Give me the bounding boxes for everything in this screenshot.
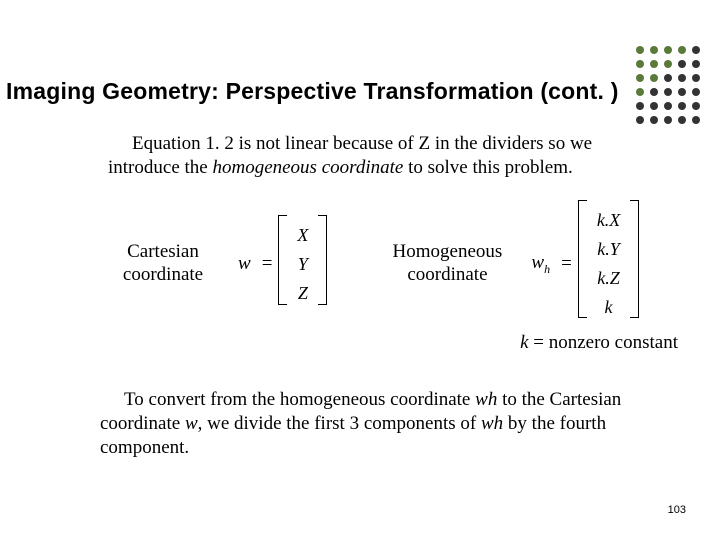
k-variable: k [520, 332, 528, 353]
page-number: 103 [668, 504, 686, 516]
homog-label-line1: Homogeneous [393, 241, 503, 262]
k-note-rest: = nonzero constant [529, 332, 678, 353]
dot [664, 116, 672, 124]
dot [678, 74, 686, 82]
equals-sign-2: = [555, 253, 578, 275]
conv-c: , we divide the first 3 components of [198, 413, 481, 434]
dot [692, 88, 700, 96]
conv-wh: wh [475, 389, 497, 410]
w-vector-entries: X Y Z [287, 215, 318, 314]
homogeneous-equation: wh = k.X k.Y k.Z k [523, 200, 639, 328]
conv-wh2: wh [481, 413, 503, 434]
dot [692, 60, 700, 68]
dot [636, 88, 644, 96]
dot [650, 74, 658, 82]
k-constant-note: k = nonzero constant [520, 332, 678, 354]
w-vector: X Y Z [278, 215, 327, 314]
bracket-left-2 [578, 200, 587, 318]
wh-entry-2: k.Z [597, 264, 620, 293]
w-variable: w [230, 253, 256, 275]
dot [678, 60, 686, 68]
dot [664, 88, 672, 96]
dot [678, 46, 686, 54]
dot [678, 116, 686, 124]
dot [636, 116, 644, 124]
conv-wh2-base: w [481, 413, 494, 434]
dot [650, 88, 658, 96]
conv-wh-sub: h [488, 389, 498, 410]
bracket-right-2 [630, 200, 639, 318]
conversion-paragraph: To convert from the homogeneous coordina… [100, 388, 660, 459]
dot [664, 74, 672, 82]
wh-vector: k.X k.Y k.Z k [578, 200, 639, 328]
bracket-right [318, 215, 327, 305]
dot [692, 116, 700, 124]
wh-variable: wh [523, 252, 555, 277]
homogeneous-label: Homogeneous coordinate [377, 241, 517, 287]
intro-paragraph: Equation 1. 2 is not linear because of Z… [108, 132, 648, 180]
coordinate-equations-row: Cartesian coordinate w = X Y Z Homogeneo… [108, 200, 708, 328]
dot [664, 60, 672, 68]
dot [678, 102, 686, 110]
conv-wh-base: w [475, 389, 488, 410]
dot [636, 74, 644, 82]
cartesian-label-line1: Cartesian [127, 241, 199, 262]
intro-post: to solve this problem. [403, 157, 572, 178]
dot [650, 46, 658, 54]
bracket-left [278, 215, 287, 305]
dot [636, 46, 644, 54]
dot [650, 102, 658, 110]
dot [664, 46, 672, 54]
homog-label-line2: coordinate [407, 264, 487, 285]
wh-vector-entries: k.X k.Y k.Z k [587, 200, 630, 328]
dot [664, 102, 672, 110]
conv-wh2-sub: h [494, 413, 504, 434]
conv-w: w [185, 413, 198, 434]
wh-entry-0: k.X [597, 206, 620, 235]
wh-entry-3: k [597, 293, 620, 322]
equals-sign: = [256, 253, 279, 275]
w-entry-0: X [297, 221, 308, 250]
dot [636, 60, 644, 68]
cartesian-label: Cartesian coordinate [108, 241, 218, 287]
dot [692, 102, 700, 110]
wh-entry-1: k.Y [597, 235, 620, 264]
dot [692, 46, 700, 54]
cartesian-equation: w = X Y Z [230, 215, 327, 314]
dot [650, 116, 658, 124]
dot [636, 102, 644, 110]
dot [650, 60, 658, 68]
dot [678, 88, 686, 96]
decorative-dot-grid [636, 46, 702, 126]
w-entry-1: Y [297, 250, 308, 279]
conv-a: To convert from the homogeneous coordina… [124, 389, 475, 410]
w-entry-2: Z [297, 279, 308, 308]
slide-title: Imaging Geometry: Perspective Transforma… [6, 78, 619, 105]
wh-subscript: h [544, 261, 550, 275]
dot [692, 74, 700, 82]
intro-term: homogeneous coordinate [212, 157, 403, 178]
wh-base: w [531, 252, 544, 273]
cartesian-label-line2: coordinate [123, 264, 203, 285]
